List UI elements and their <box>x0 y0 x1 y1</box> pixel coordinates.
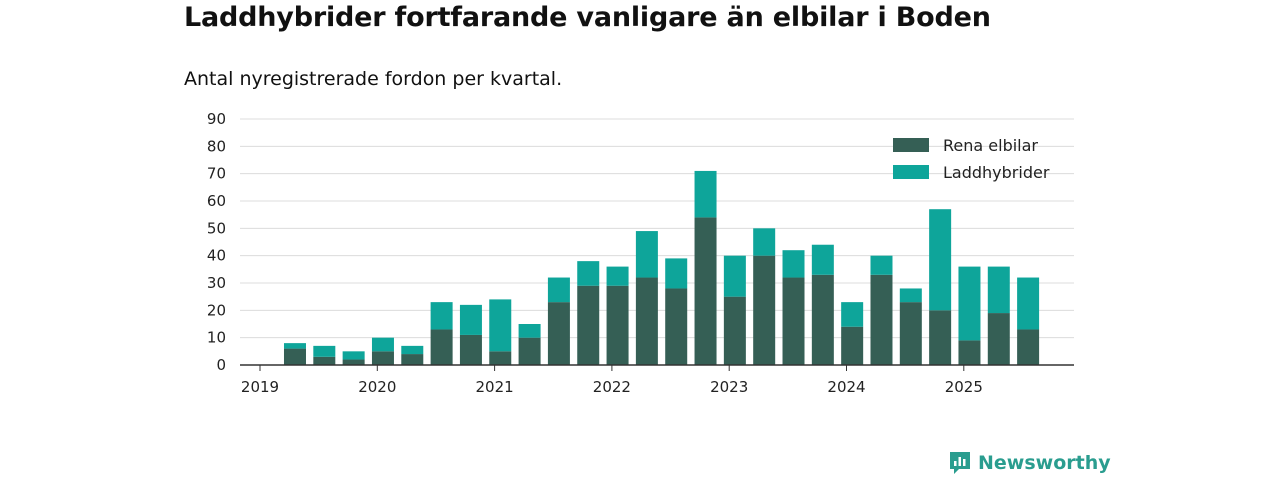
y-tick-label: 40 <box>207 247 226 265</box>
bar-laddhybrider <box>371 337 394 352</box>
bar-rena-elbilar <box>430 329 453 365</box>
x-tick-label: 2024 <box>827 378 865 396</box>
bar-laddhybrider <box>430 302 453 330</box>
bar-rena-elbilar <box>518 337 541 365</box>
bar-laddhybrider <box>342 351 365 360</box>
bar-laddhybrider <box>313 345 336 357</box>
bar-laddhybrider <box>811 244 834 275</box>
bar-rena-elbilar <box>958 340 981 365</box>
bar-laddhybrider <box>635 231 658 278</box>
bar-laddhybrider <box>489 299 512 352</box>
bar-laddhybrider <box>987 266 1010 314</box>
bar-laddhybrider <box>606 266 629 286</box>
bar-laddhybrider <box>518 324 541 338</box>
brand-name: Newsworthy <box>978 452 1111 474</box>
x-tick-label: 2023 <box>710 378 748 396</box>
bar-laddhybrider <box>723 255 746 297</box>
bar-laddhybrider <box>401 345 424 355</box>
bar-rena-elbilar <box>342 359 365 365</box>
y-tick-label: 30 <box>207 274 226 292</box>
legend-label: Laddhybrider <box>943 163 1050 182</box>
bar-laddhybrider <box>283 343 306 349</box>
bar-rena-elbilar <box>459 334 482 365</box>
bar-rena-elbilar <box>841 326 864 365</box>
bar-rena-elbilar <box>1017 329 1040 365</box>
bar-rena-elbilar <box>723 296 746 365</box>
bar-laddhybrider <box>841 302 864 327</box>
bar-rena-elbilar <box>782 277 805 365</box>
bar-rena-elbilar <box>929 310 952 365</box>
bar-rena-elbilar <box>577 285 600 365</box>
bar-laddhybrider <box>929 209 952 311</box>
bar-laddhybrider <box>577 261 600 286</box>
x-tick-label: 2025 <box>945 378 983 396</box>
bar-rena-elbilar <box>694 217 717 365</box>
y-tick-label: 90 <box>207 110 226 128</box>
y-tick-label: 60 <box>207 192 226 210</box>
legend-label: Rena elbilar <box>943 136 1038 155</box>
bar-rena-elbilar <box>606 285 629 365</box>
bar-laddhybrider <box>694 170 717 218</box>
bar-laddhybrider <box>547 277 570 303</box>
bar-rena-elbilar <box>899 302 922 365</box>
bar-rena-elbilar <box>870 274 893 365</box>
x-tick-label: 2019 <box>241 378 279 396</box>
y-tick-label: 80 <box>207 137 226 155</box>
y-tick-label: 0 <box>216 356 226 374</box>
bar-laddhybrider <box>958 266 981 341</box>
y-tick-label: 50 <box>207 219 226 237</box>
legend-swatch <box>893 138 929 152</box>
bar-rena-elbilar <box>635 277 658 365</box>
x-tick-label: 2021 <box>476 378 514 396</box>
bar-rena-elbilar <box>811 274 834 365</box>
bar-laddhybrider <box>899 288 922 303</box>
newsworthy-brand: Newsworthy <box>948 450 1111 476</box>
chart-title: Laddhybrider fortfarande vanligare än el… <box>184 2 991 33</box>
x-tick-label: 2022 <box>593 378 631 396</box>
bar-rena-elbilar <box>665 288 688 365</box>
bar-rena-elbilar <box>753 255 776 365</box>
bar-rena-elbilar <box>313 356 336 365</box>
bar-rena-elbilar <box>401 354 424 365</box>
bar-rena-elbilar <box>283 348 306 365</box>
bar-laddhybrider <box>1017 277 1040 330</box>
bar-rena-elbilar <box>987 313 1010 365</box>
bar-rena-elbilar <box>371 351 394 365</box>
bar-rena-elbilar <box>547 302 570 365</box>
y-tick-label: 20 <box>207 301 226 319</box>
bar-laddhybrider <box>870 255 893 275</box>
bar-rena-elbilar <box>489 351 512 365</box>
x-tick-label: 2020 <box>358 378 396 396</box>
legend-swatch <box>893 165 929 179</box>
bar-laddhybrider <box>753 228 776 256</box>
newsworthy-logo-icon <box>950 452 970 474</box>
bar-laddhybrider <box>665 258 688 289</box>
chart-subtitle: Antal nyregistrerade fordon per kvartal. <box>184 68 563 90</box>
bar-laddhybrider <box>459 304 482 335</box>
y-tick-label: 70 <box>207 165 226 183</box>
bar-laddhybrider <box>782 250 805 278</box>
y-tick-label: 10 <box>207 329 226 347</box>
